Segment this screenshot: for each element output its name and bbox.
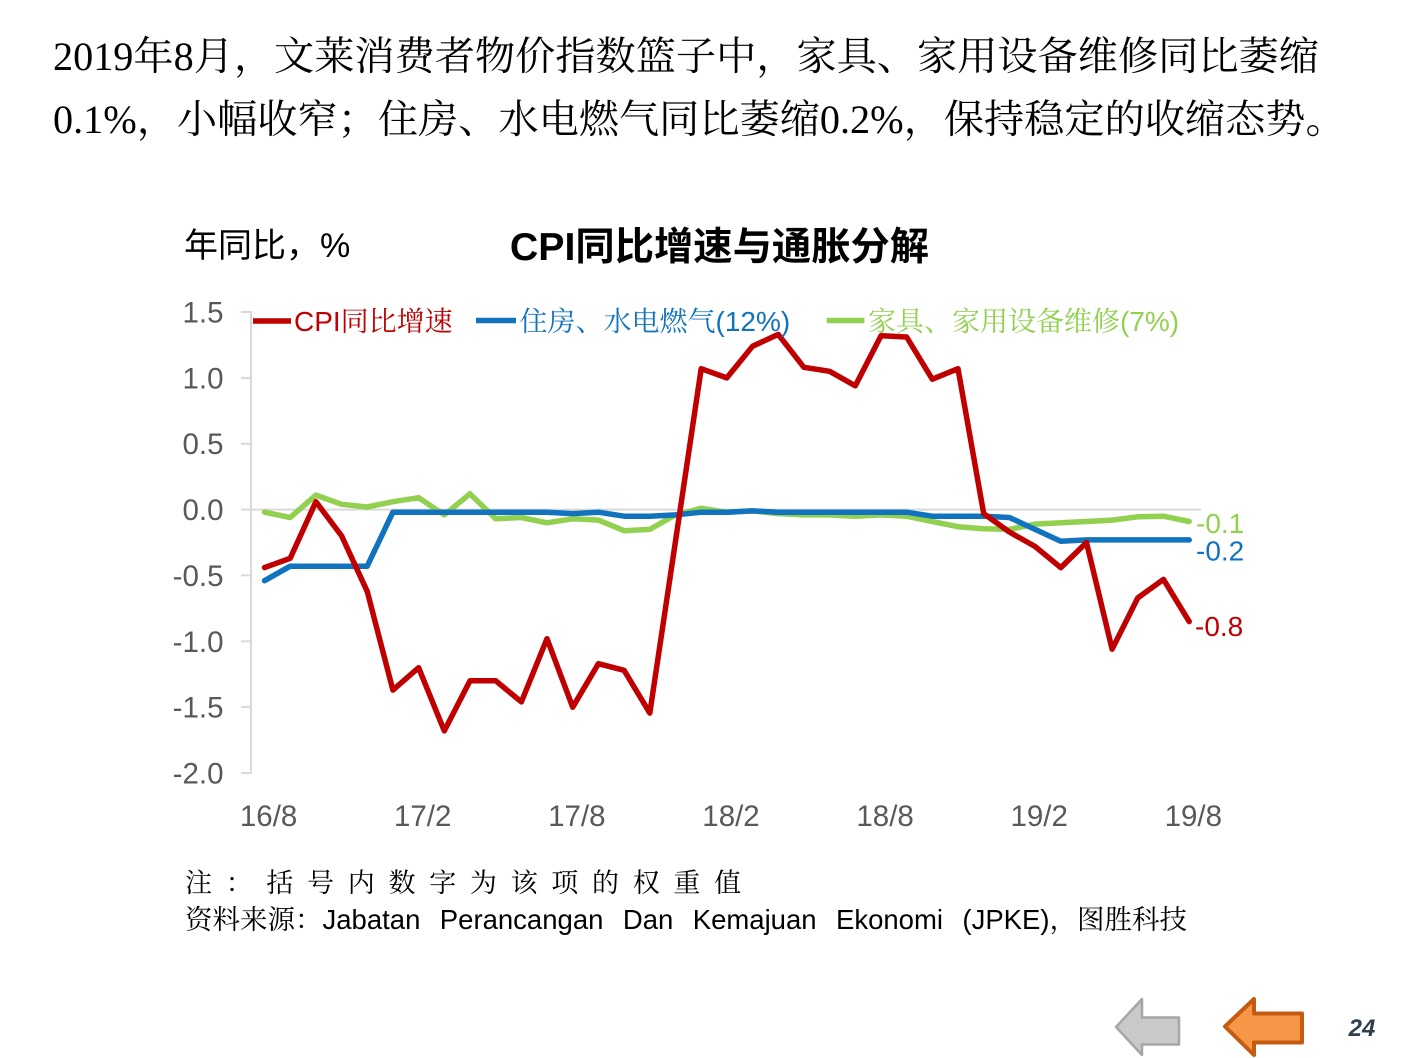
svg-text:-2.0: -2.0 (173, 757, 224, 790)
svg-text:-0.2: -0.2 (1196, 536, 1244, 567)
svg-text:-0.5: -0.5 (173, 560, 224, 593)
svg-text:年同比，%: 年同比，% (184, 218, 350, 267)
svg-text:住房、水电燃气(12%): 住房、水电燃气(12%) (520, 300, 791, 340)
svg-text:CPI同比增速: CPI同比增速 (294, 300, 453, 340)
svg-text:16/8: 16/8 (240, 800, 297, 833)
svg-text:-0.1: -0.1 (1196, 508, 1244, 539)
svg-text:0.5: 0.5 (182, 428, 223, 461)
svg-text:-0.8: -0.8 (1195, 611, 1243, 642)
svg-text:-1.5: -1.5 (173, 692, 224, 725)
svg-text:18/2: 18/2 (702, 800, 759, 833)
svg-text:0.0: 0.0 (182, 494, 223, 527)
svg-text:19/8: 19/8 (1165, 800, 1222, 833)
svg-text:18/8: 18/8 (856, 800, 913, 833)
svg-text:19/2: 19/2 (1010, 800, 1067, 833)
svg-text:1.0: 1.0 (182, 362, 223, 395)
svg-text:1.5: 1.5 (182, 297, 223, 330)
svg-text:17/2: 17/2 (394, 800, 451, 833)
svg-text:-1.0: -1.0 (173, 626, 224, 659)
svg-text:CPI同比增速与通胀分解: CPI同比增速与通胀分解 (510, 215, 929, 272)
svg-text:17/8: 17/8 (548, 800, 605, 833)
svg-text:24: 24 (1348, 1015, 1376, 1042)
svg-text:家具、家用设备维修(7%): 家具、家用设备维修(7%) (868, 300, 1179, 340)
